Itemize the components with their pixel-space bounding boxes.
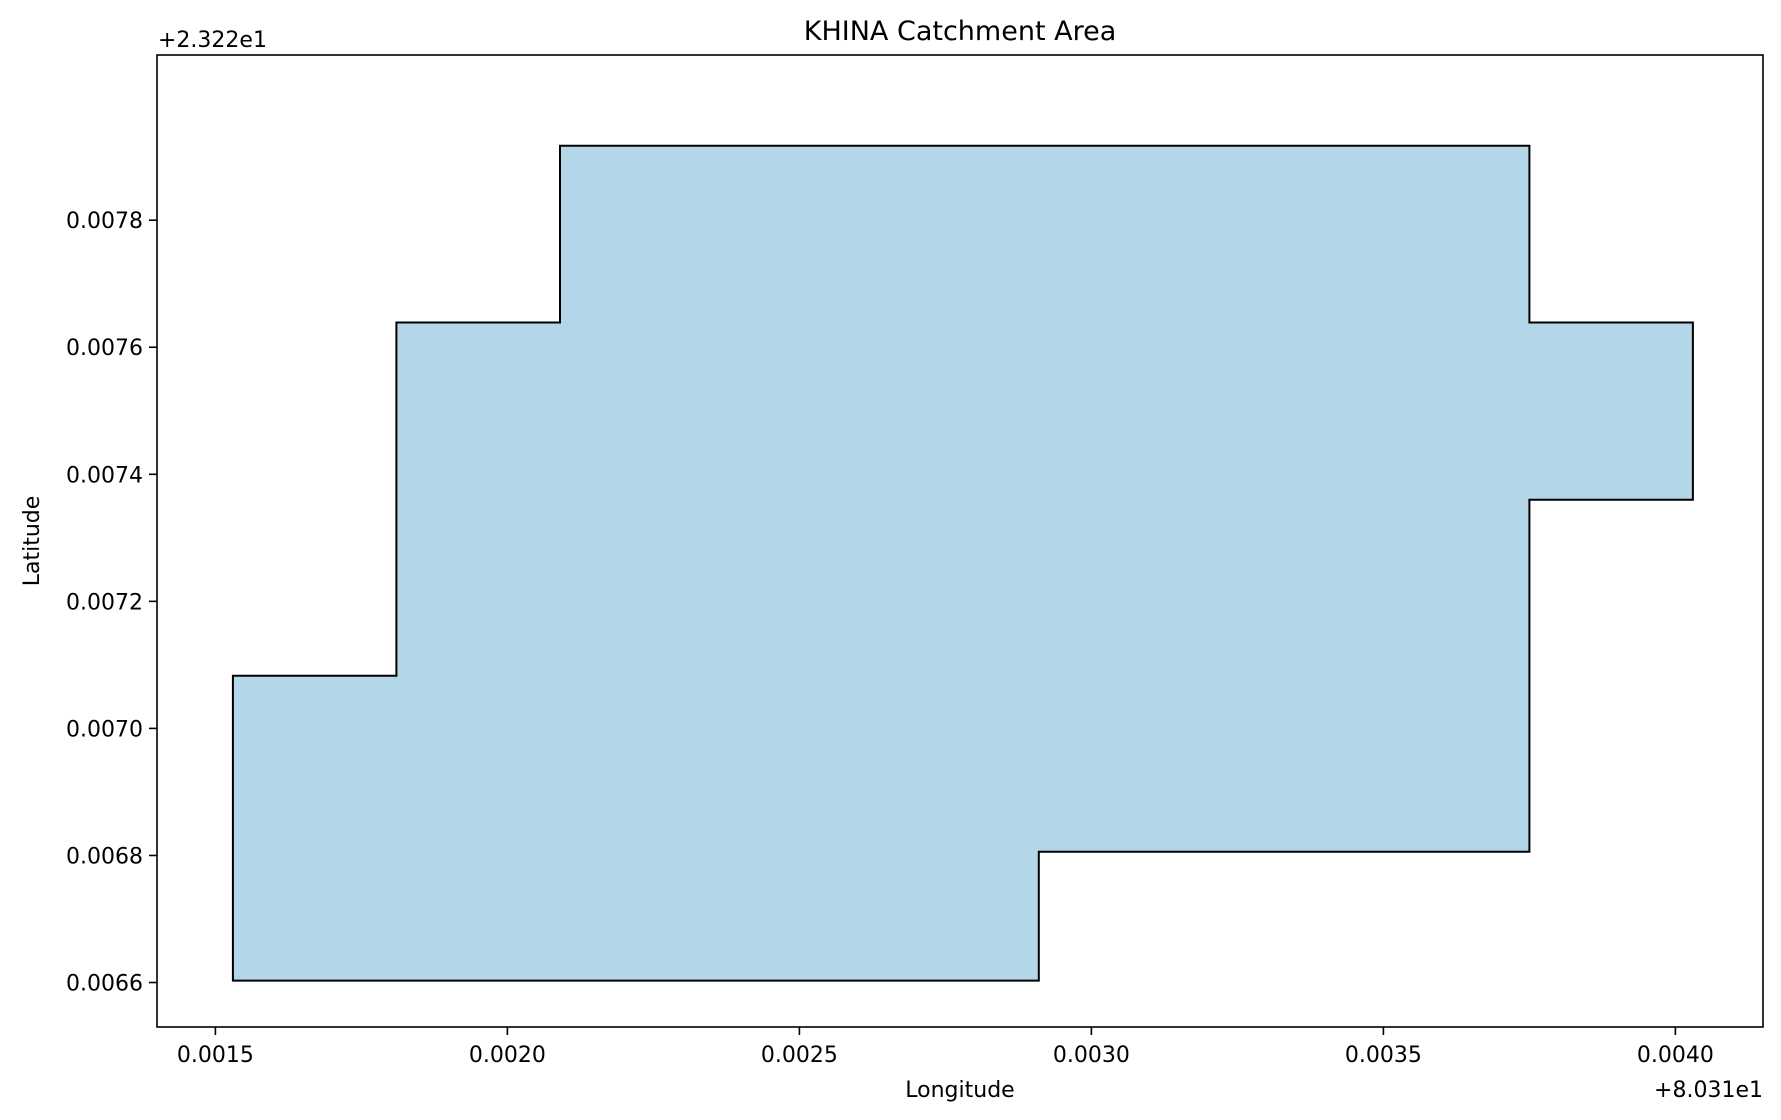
- y-axis-offset-label: +2.322e1: [158, 28, 267, 53]
- y-tick-label: 0.0074: [66, 463, 143, 488]
- y-tick-label: 0.0072: [66, 590, 143, 615]
- y-tick-label: 0.0076: [66, 336, 143, 361]
- x-axis-label: Longitude: [905, 1078, 1014, 1103]
- y-tick-label: 0.0070: [66, 717, 143, 742]
- axes-frame: [156, 54, 1764, 1028]
- x-tick-label: 0.0035: [1345, 1043, 1422, 1068]
- x-tick-label: 0.0025: [761, 1043, 838, 1068]
- y-axis-label: Latitude: [20, 496, 45, 587]
- catchment-polygon: [231, 144, 1694, 982]
- y-tick-label: 0.0068: [66, 844, 143, 869]
- x-tick-label: 0.0015: [177, 1043, 254, 1068]
- x-axis: 0.0015 0.0020 0.0025 0.0030 0.0035 0.0040: [177, 1027, 1714, 1068]
- chart-title: KHINA Catchment Area: [804, 16, 1117, 47]
- x-tick-label: 0.0040: [1637, 1043, 1714, 1068]
- x-axis-offset-label: +8.031e1: [1654, 1078, 1763, 1103]
- y-tick-label: 0.0066: [66, 972, 143, 997]
- x-tick-label: 0.0030: [1053, 1043, 1130, 1068]
- x-tick-label: 0.0020: [469, 1043, 546, 1068]
- y-tick-label: 0.0078: [66, 209, 143, 234]
- y-axis: 0.0066 0.0068 0.0070 0.0072 0.0074 0.0076 0.00…: [66, 209, 157, 997]
